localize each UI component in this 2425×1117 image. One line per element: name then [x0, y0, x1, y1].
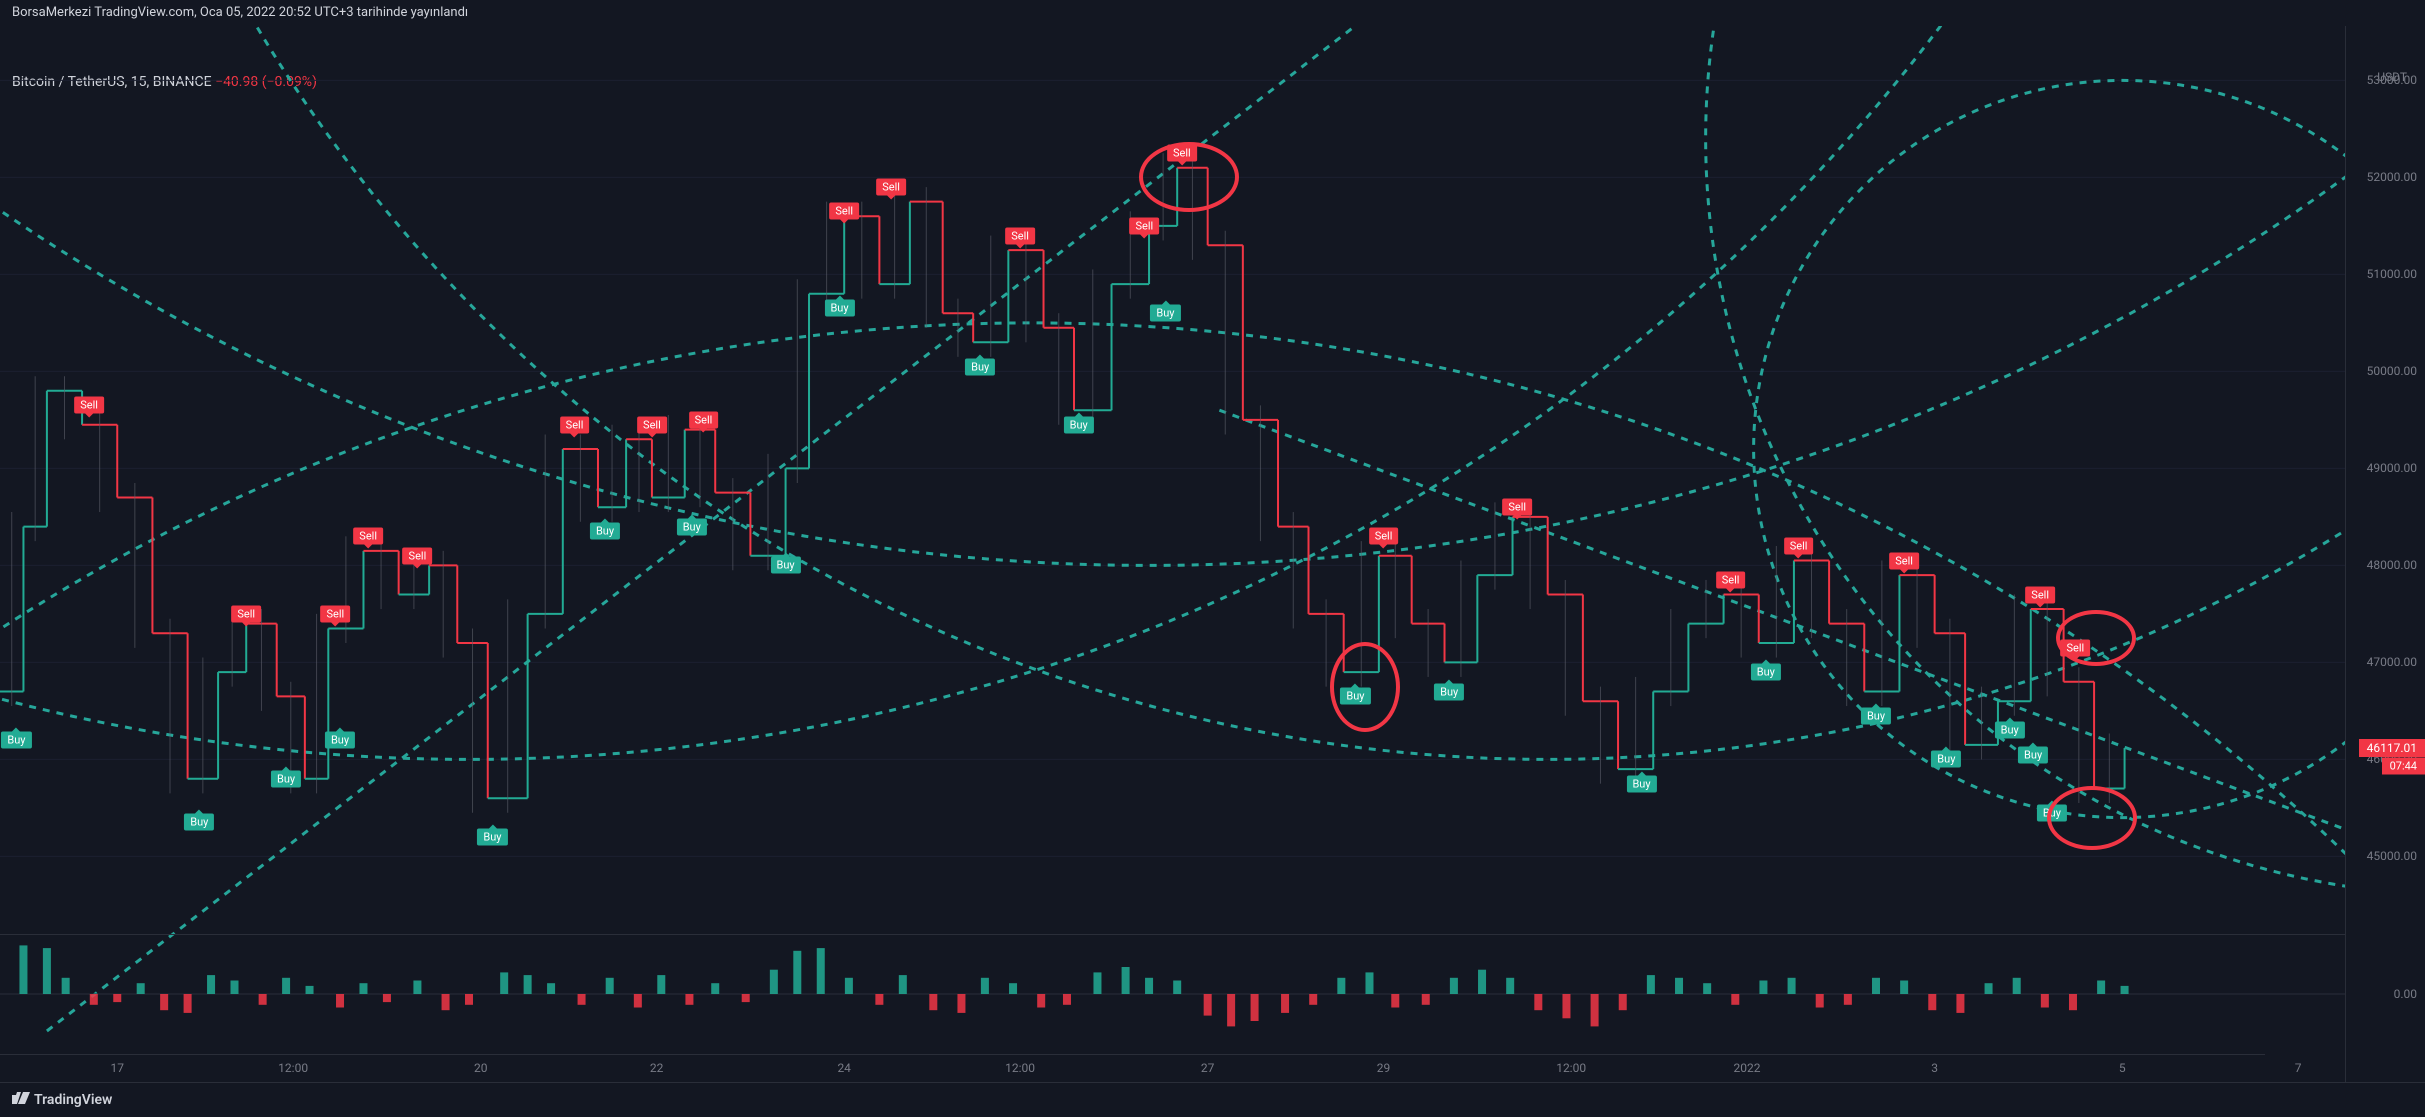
price-chart-svg[interactable]	[0, 26, 2345, 1082]
x-tick-label: 5	[2119, 1061, 2126, 1075]
sell-signal: Sell	[1502, 499, 1532, 516]
y-axis: USDT 45000.0046000.0047000.0048000.00490…	[2345, 26, 2425, 1082]
publish-text: BorsaMerkezi TradingView.com, Oca 05, 20…	[12, 5, 468, 20]
current-price-tag: 46117.01	[2359, 739, 2425, 757]
footer: TradingView	[0, 1082, 2425, 1117]
sell-signal: Sell	[2060, 639, 2090, 656]
x-axis: 1712:0020222412:00272912:002022357	[0, 1054, 2265, 1082]
buy-signal: Buy	[1751, 664, 1781, 681]
x-tick-label: 29	[1377, 1061, 1391, 1075]
buy-signal: Buy	[1434, 683, 1464, 700]
sell-signal: Sell	[1005, 227, 1035, 244]
x-tick-label: 27	[1201, 1061, 1215, 1075]
sell-signal: Sell	[1130, 217, 1160, 234]
buy-signal: Buy	[1626, 775, 1656, 792]
y-tick-label: 50000.00	[2367, 364, 2417, 378]
sell-signal: Sell	[1369, 528, 1399, 545]
x-tick-label: 2022	[1734, 1061, 1761, 1075]
x-tick-label: 12:00	[1556, 1061, 1586, 1075]
y-tick-label: 52000.00	[2367, 170, 2417, 184]
x-tick-label: 22	[650, 1061, 664, 1075]
x-tick-label: 24	[837, 1061, 851, 1075]
sell-signal: Sell	[74, 397, 104, 414]
footer-brand: TradingView	[34, 1092, 112, 1108]
chart-main[interactable]: Bitcoin / TetherUS, 15, BINANCE −40.98 (…	[0, 26, 2345, 1082]
buy-signal: Buy	[590, 523, 620, 540]
sell-signal: Sell	[2025, 586, 2055, 603]
x-tick-label: 3	[1931, 1061, 1938, 1075]
buy-signal: Buy	[1931, 751, 1961, 768]
buy-signal: Buy	[184, 814, 214, 831]
sell-signal: Sell	[876, 179, 906, 196]
x-tick-label: 12:00	[1005, 1061, 1035, 1075]
buy-signal: Buy	[1150, 305, 1180, 322]
sell-signal: Sell	[1167, 145, 1197, 162]
sell-signal: Sell	[231, 605, 261, 622]
buy-signal: Buy	[771, 557, 801, 574]
sell-signal: Sell	[403, 547, 433, 564]
buy-signal: Buy	[1, 732, 31, 749]
buy-signal: Buy	[1340, 688, 1370, 705]
oscillator-zero-label: 0.00	[2394, 987, 2417, 1001]
tradingview-logo-icon	[12, 1092, 30, 1108]
y-tick-label: 48000.00	[2367, 558, 2417, 572]
countdown-tag: 07:44	[2382, 758, 2425, 775]
x-tick-label: 12:00	[278, 1061, 308, 1075]
buy-signal: Buy	[824, 300, 854, 317]
chart-container: Bitcoin / TetherUS, 15, BINANCE −40.98 (…	[0, 26, 2425, 1082]
y-tick-label: 47000.00	[2367, 655, 2417, 669]
y-tick-label: 49000.00	[2367, 461, 2417, 475]
x-tick-label: 17	[111, 1061, 125, 1075]
sell-signal: Sell	[1889, 552, 1919, 569]
sell-signal: Sell	[637, 416, 667, 433]
buy-signal: Buy	[325, 732, 355, 749]
buy-signal: Buy	[1064, 416, 1094, 433]
sell-signal: Sell	[320, 605, 350, 622]
oscillator-divider	[0, 934, 2345, 935]
buy-signal: Buy	[1995, 722, 2025, 739]
sell-signal: Sell	[689, 411, 719, 428]
x-tick-label: 7	[2295, 1061, 2302, 1075]
buy-signal: Buy	[2018, 746, 2048, 763]
y-tick-label: 51000.00	[2367, 267, 2417, 281]
sell-signal: Sell	[829, 203, 859, 220]
buy-signal: Buy	[965, 358, 995, 375]
sell-signal: Sell	[1716, 571, 1746, 588]
buy-signal: Buy	[2037, 804, 2067, 821]
x-tick-label: 20	[474, 1061, 488, 1075]
y-tick-label: 53000.00	[2367, 73, 2417, 87]
sell-signal: Sell	[353, 528, 383, 545]
y-tick-label: 45000.00	[2367, 849, 2417, 863]
buy-signal: Buy	[477, 829, 507, 846]
publish-header: BorsaMerkezi TradingView.com, Oca 05, 20…	[0, 0, 2425, 26]
sell-signal: Sell	[560, 416, 590, 433]
buy-signal: Buy	[677, 518, 707, 535]
sell-signal: Sell	[1784, 538, 1814, 555]
buy-signal: Buy	[1861, 707, 1891, 724]
buy-signal: Buy	[271, 770, 301, 787]
